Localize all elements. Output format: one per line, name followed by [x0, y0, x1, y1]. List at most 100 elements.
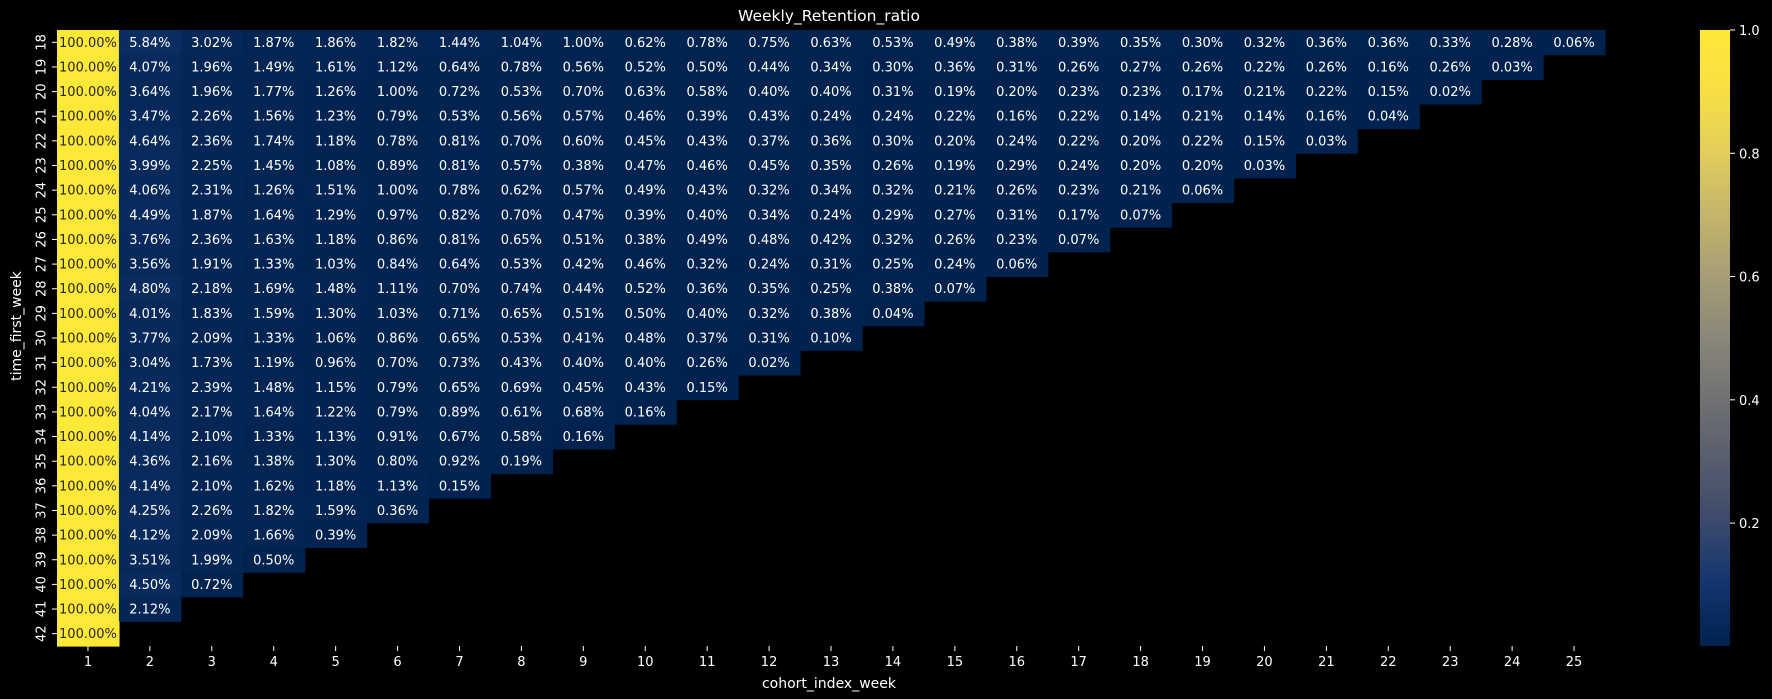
cell-value-label: 1.19% — [253, 356, 294, 371]
cell-value-label: 1.48% — [253, 381, 294, 396]
y-tick-label: 21 — [35, 108, 50, 125]
heatmap-cell — [57, 448, 120, 475]
heatmap-cell — [366, 473, 430, 499]
cell-value-label: 0.10% — [810, 332, 851, 347]
cell-value-label: 0.04% — [872, 307, 913, 322]
heatmap-cell — [985, 103, 1049, 130]
cell-value-label: 0.62% — [625, 36, 666, 51]
cell-value-label: 0.68% — [563, 405, 604, 420]
heatmap-cell — [57, 202, 120, 228]
cell-value-label: 2.26% — [191, 504, 232, 519]
cell-value-label: 1.03% — [315, 258, 356, 273]
heatmap-cell — [304, 103, 368, 130]
heatmap-cell — [861, 54, 925, 80]
cell-value-label: 0.35% — [810, 159, 851, 174]
cell-value-label: 100.00% — [59, 603, 117, 618]
heatmap-cell — [242, 473, 306, 499]
colorbar-tick-label: 0.8 — [1739, 147, 1760, 162]
cell-value-label: 0.17% — [1182, 85, 1223, 100]
heatmap-cell — [428, 350, 492, 376]
cell-value-label: 0.64% — [439, 60, 480, 75]
heatmap-cell — [118, 350, 182, 376]
cell-value-label: 1.64% — [253, 405, 294, 420]
cell-value-label: 5.84% — [129, 36, 170, 51]
cell-value-label: 0.25% — [872, 258, 913, 273]
heatmap-cell — [180, 572, 244, 598]
cell-value-label: 0.16% — [1306, 110, 1347, 125]
heatmap-cell — [118, 276, 182, 302]
heatmap-cell — [180, 30, 244, 56]
heatmap-cell — [1233, 103, 1296, 130]
cell-value-label: 100.00% — [59, 184, 117, 199]
heatmap-cell — [1233, 30, 1296, 56]
cell-value-label: 0.48% — [748, 233, 789, 248]
heatmap-cell — [304, 177, 368, 204]
heatmap-cell — [861, 153, 925, 179]
heatmap-cell — [1171, 54, 1235, 80]
heatmap-cell — [118, 522, 182, 549]
cell-value-label: 0.57% — [563, 184, 604, 199]
heatmap-cell — [57, 79, 120, 105]
heatmap-cell — [304, 153, 368, 179]
heatmap-cell — [1047, 227, 1111, 253]
heatmap-cell — [552, 350, 615, 376]
cell-value-label: 100.00% — [59, 455, 117, 470]
heatmap-cell — [614, 276, 677, 302]
heatmap-cell — [490, 448, 553, 475]
heatmap-cell — [552, 374, 615, 401]
cell-value-label: 0.20% — [1120, 134, 1161, 149]
heatmap-cell — [428, 54, 492, 80]
cell-value-label: 100.00% — [59, 578, 117, 593]
heatmap-cell — [428, 448, 492, 475]
cell-value-label: 0.31% — [996, 60, 1037, 75]
cell-value-label: 0.72% — [191, 578, 232, 593]
heatmap-cell — [861, 177, 925, 204]
y-axis-ticks: 18 19 20 21 22 23 24 25 26 27 28 29 30 31 32 33 34 35 36 37… — [35, 34, 57, 642]
heatmap-cell — [614, 128, 677, 154]
cell-value-label: 1.59% — [315, 504, 356, 519]
heatmap-cell — [1047, 177, 1111, 204]
cell-value-label: 1.13% — [377, 479, 418, 494]
heatmap-cell — [738, 177, 801, 204]
heatmap-cell — [304, 128, 368, 154]
cell-value-label: 4.64% — [129, 134, 170, 149]
cell-value-label: 1.63% — [253, 233, 294, 248]
heatmap-cell — [57, 301, 120, 327]
cell-value-label: 0.69% — [501, 381, 542, 396]
heatmap-cell — [57, 621, 120, 647]
heatmap-cell — [180, 54, 244, 80]
cell-value-label: 0.25% — [810, 282, 851, 297]
heatmap-cell — [118, 79, 182, 105]
heatmap-cell — [1109, 54, 1173, 80]
heatmap-cell — [800, 153, 863, 179]
heatmap-cell — [1295, 54, 1358, 80]
heatmap-cell — [738, 276, 801, 302]
heatmap-cell — [1295, 128, 1358, 154]
heatmap-cell — [552, 153, 615, 179]
cell-value-label: 0.75% — [748, 36, 789, 51]
heatmap-cell — [180, 522, 244, 549]
x-tick-label: 11 — [699, 655, 716, 670]
heatmap-cell — [614, 202, 677, 228]
heatmap-cell — [490, 325, 553, 351]
heatmap-cell — [1419, 30, 1482, 56]
heatmap-cell — [676, 325, 739, 351]
cell-value-label: 0.07% — [934, 282, 975, 297]
cell-value-label: 0.38% — [563, 159, 604, 174]
heatmap-cell — [118, 103, 182, 130]
cell-value-label: 0.21% — [1182, 110, 1223, 125]
heatmap-cell — [800, 103, 863, 130]
cell-value-label: 100.00% — [59, 36, 117, 51]
heatmap-cell — [1295, 103, 1358, 130]
heatmap-cell — [1109, 202, 1173, 228]
heatmap-cell — [1109, 30, 1173, 56]
heatmap-cell — [1357, 30, 1420, 56]
cell-value-label: 0.06% — [996, 258, 1037, 273]
x-tick-label: 9 — [579, 655, 587, 670]
cell-value-label: 100.00% — [59, 134, 117, 149]
x-tick-label: 7 — [455, 655, 463, 670]
cell-value-label: 0.30% — [872, 134, 913, 149]
cell-value-label: 0.26% — [1430, 60, 1471, 75]
cell-value-label: 0.23% — [1058, 85, 1099, 100]
cell-value-label: 2.10% — [191, 479, 232, 494]
